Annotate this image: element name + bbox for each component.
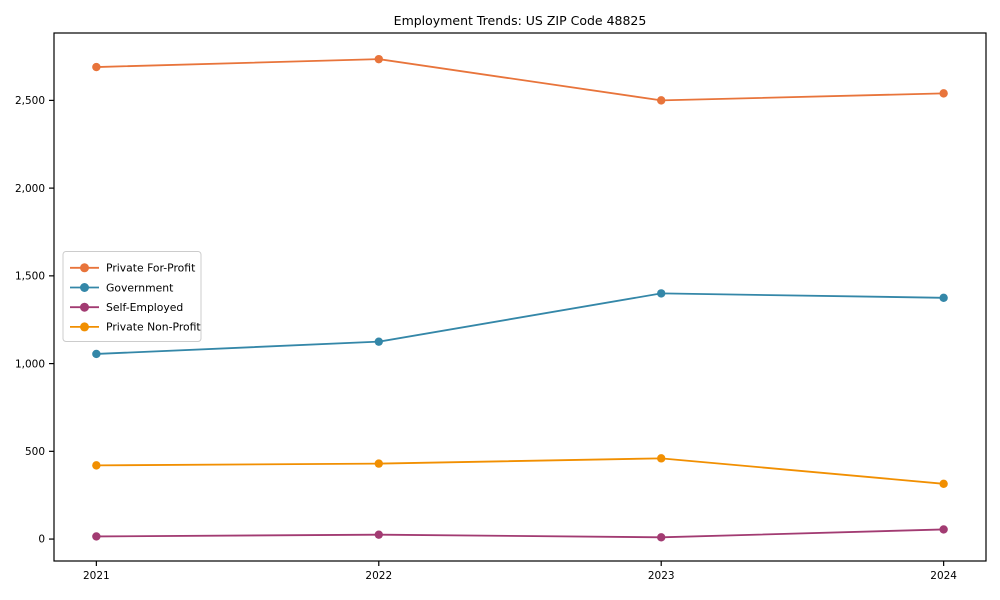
series-line-self-employed — [96, 528, 944, 539]
y-tick-label: 500 — [25, 446, 45, 458]
legend-marker-government — [80, 283, 89, 292]
legend-marker-private-non-profit — [80, 322, 89, 332]
series-marker-private-for-profit — [657, 96, 666, 105]
series-marker-government — [657, 289, 666, 298]
series-marker-private-for-profit — [939, 89, 948, 98]
x-tick-label: 2023 — [648, 570, 675, 582]
series-marker-private-non-profit — [374, 459, 383, 468]
series-marker-self-employed — [939, 525, 948, 534]
chart-title: Employment Trends: US ZIP Code 48825 — [394, 13, 647, 28]
series-marker-private-non-profit — [939, 479, 948, 488]
legend-marker-self-employed — [80, 302, 89, 312]
y-tick-label: 1,000 — [15, 358, 45, 370]
series-marker-private-for-profit — [92, 62, 101, 72]
x-tick-label: 2021 — [83, 570, 110, 582]
series-marker-private-non-profit — [657, 454, 666, 463]
x-tick-label: 2024 — [930, 570, 957, 582]
x-tick-label: 2022 — [365, 570, 392, 582]
y-tick-label: 2,000 — [15, 183, 45, 195]
series-marker-government — [374, 337, 383, 346]
series-marker-private-for-profit — [374, 54, 383, 64]
legend-label-private-for-profit: Private For-Profit — [106, 262, 195, 275]
series-marker-self-employed — [657, 533, 666, 542]
legend-label-self-employed: Self-Employed — [106, 301, 183, 314]
series-marker-government — [939, 293, 948, 302]
series-marker-government — [92, 349, 101, 359]
legend-marker-private-for-profit — [80, 263, 89, 273]
series-line-private-for-profit — [96, 58, 944, 102]
legend-label-private-non-profit: Private Non-Profit — [106, 321, 201, 334]
axes-spines — [53, 32, 987, 562]
y-tick-label: 1,500 — [15, 271, 45, 283]
series-line-government — [96, 292, 944, 355]
legend-box — [62, 251, 202, 342]
y-tick-label: 0 — [38, 534, 45, 546]
legend-label-government: Government — [106, 281, 173, 294]
series-marker-self-employed — [374, 530, 383, 539]
y-tick-label: 2,500 — [15, 95, 45, 107]
series-line-private-non-profit — [96, 457, 944, 485]
series-marker-private-non-profit — [92, 461, 101, 470]
series-marker-self-employed — [92, 532, 101, 541]
